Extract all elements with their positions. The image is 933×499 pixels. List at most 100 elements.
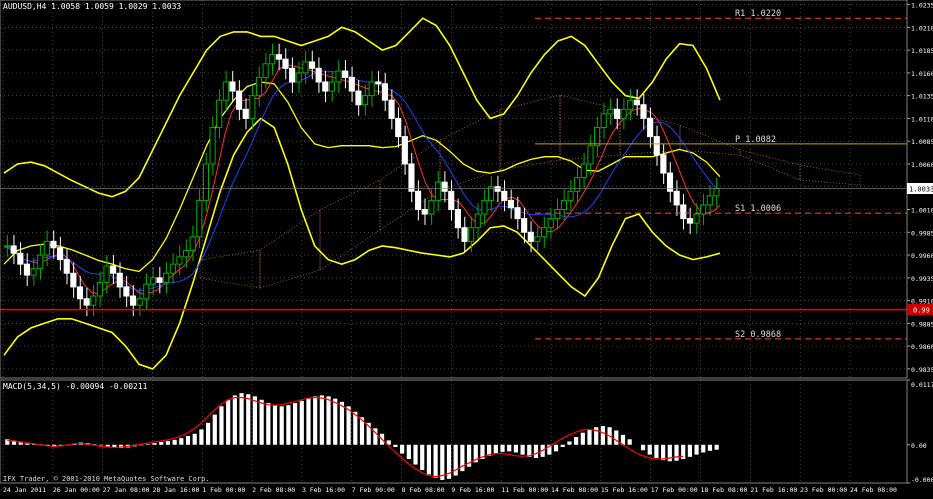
candle-body — [216, 99, 223, 129]
candle-body — [554, 208, 561, 220]
macd-header: MACD(5,34,5) -0.00094 -0.00211 — [3, 382, 148, 391]
support-tag — [907, 304, 933, 315]
cloud-segment — [319, 179, 381, 271]
y-tick-label: 1.0235 — [911, 2, 933, 10]
x-tick-label: 8 Feb 08:00 — [402, 486, 445, 494]
cloud-segment — [619, 109, 681, 156]
candle-body — [574, 177, 581, 192]
candle-body — [269, 54, 276, 65]
symbol-header: AUDUSD,H4 1.0058 1.0059 1.0029 1.0033 — [3, 2, 181, 11]
candle-body — [454, 208, 461, 229]
candle-body — [163, 272, 170, 283]
candle-body — [527, 231, 534, 242]
candle-body — [560, 199, 568, 210]
time-axis: 24 Jan 2011 26 Jan 00:00 27 Jan 08:00 28 Ja… — [3, 486, 897, 494]
candle-body — [415, 190, 422, 210]
current-price-tag — [907, 183, 933, 194]
candle-body — [507, 199, 514, 209]
x-tick-label: 15 Feb 16:00 — [601, 486, 648, 494]
candle-body — [289, 67, 296, 83]
candle-body — [408, 163, 415, 192]
y-tick-label: 1.0010 — [911, 206, 933, 214]
candle-body — [421, 208, 428, 215]
candle-body — [249, 95, 256, 119]
x-tick-label: 23 Feb 00:00 — [800, 486, 847, 494]
candle-body — [355, 90, 362, 106]
candle-body — [209, 127, 216, 165]
candle-body — [236, 90, 243, 110]
candle-body — [116, 272, 123, 288]
candle-body — [640, 104, 647, 119]
candle-body — [295, 72, 302, 83]
candle-body — [693, 213, 700, 224]
candle-body — [275, 54, 282, 60]
candle-body — [534, 236, 541, 242]
candle-body — [129, 295, 137, 306]
tenkan-line — [3, 64, 721, 295]
candle-body — [481, 199, 488, 215]
candle-body — [262, 63, 269, 78]
candle-body — [189, 236, 196, 251]
cloud-segment — [499, 94, 561, 171]
candle-body — [660, 154, 667, 174]
level-label: S2 0.9868 — [735, 330, 781, 340]
indicator-lines — [3, 17, 721, 370]
candle-body — [229, 81, 236, 92]
candle-body — [706, 195, 713, 206]
level-label: S1 1.0006 — [735, 204, 781, 214]
candle-body — [123, 286, 130, 297]
y-tick-label: 0.9835 — [911, 366, 933, 374]
candle-body — [176, 256, 183, 265]
candle-body — [700, 204, 707, 215]
y-tick-label: 1.0135 — [911, 93, 933, 101]
cloud-segment — [439, 109, 501, 191]
y-tick-label: 1.0210 — [911, 24, 933, 32]
x-tick-label: 27 Jan 08:00 — [103, 486, 150, 494]
candle-body — [308, 61, 316, 69]
y-tick-label: 0.9935 — [911, 275, 933, 283]
cloud-segment — [679, 124, 741, 156]
candle-body — [441, 181, 448, 192]
current-price-label: 1.0033 — [909, 186, 933, 194]
y-tick-label: 0.9960 — [911, 252, 933, 260]
candle-body — [255, 76, 263, 97]
candle-body — [76, 286, 84, 300]
pivot-levels: R1 1.0220 P 1.0082 S1 1.0006 S2 0.9868 — [0, 9, 907, 340]
candles — [4, 43, 720, 317]
candle-body — [4, 245, 11, 248]
cloud-segment — [199, 249, 261, 289]
candle-body — [10, 245, 17, 254]
candle-body — [501, 190, 508, 201]
candle-body — [434, 181, 442, 201]
candle-body — [388, 99, 395, 119]
candle-body — [302, 61, 309, 74]
candle-body — [362, 95, 369, 106]
candle-body — [567, 190, 574, 201]
candle-body — [169, 263, 176, 274]
y-tick-label: 1.0185 — [911, 47, 933, 55]
x-tick-label: 18 Feb 08:00 — [701, 486, 748, 494]
level-label: P 1.0082 — [735, 135, 776, 145]
candle-body — [17, 252, 24, 265]
y-tick-label: 0.9885 — [911, 320, 933, 328]
macd-histogram — [5, 393, 719, 480]
macd-y-tick-label: -0.00696 — [911, 476, 933, 484]
candle-body — [328, 81, 335, 92]
y-tick-label: 1.0060 — [911, 161, 933, 169]
candle-body — [600, 113, 607, 129]
candle-body — [103, 265, 110, 283]
level-label: R1 1.0220 — [735, 9, 781, 19]
candle-body — [342, 70, 349, 78]
candle-body — [83, 298, 90, 306]
kijun-line — [3, 70, 721, 292]
candle-body — [547, 218, 554, 229]
candle-body — [315, 67, 322, 83]
candle-body — [620, 108, 627, 119]
support-tag-label: 0.99 — [913, 307, 930, 315]
x-tick-label: 21 Feb 16:00 — [750, 486, 797, 494]
candle-body — [594, 127, 601, 147]
candle-body — [633, 99, 640, 106]
candle-body — [70, 272, 77, 288]
